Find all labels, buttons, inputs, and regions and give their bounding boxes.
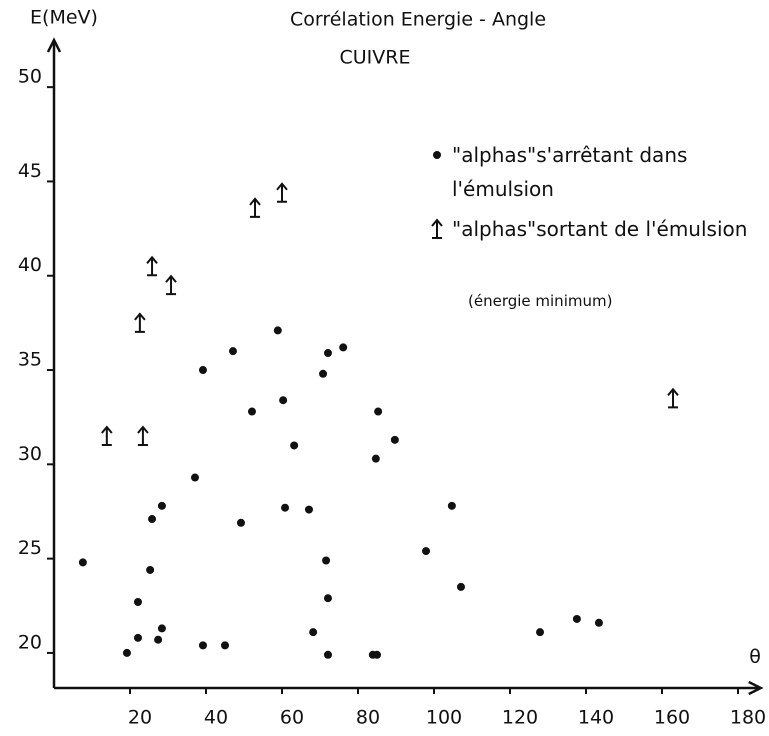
x-tick-label: 100: [426, 707, 462, 729]
point: [157, 624, 166, 633]
x-tick-label: 140: [578, 707, 614, 729]
legend-symbol: [431, 218, 443, 239]
chart-title: Corrélation Energie - Angle: [290, 9, 546, 31]
point: [133, 633, 142, 642]
point: [78, 558, 87, 567]
point: [319, 369, 328, 378]
point: [536, 628, 545, 637]
point: [371, 454, 380, 463]
x-tick-label: 60: [280, 707, 304, 729]
point: [304, 505, 313, 514]
legend-entry: "alphas"sortant de l'émulsion: [452, 217, 748, 241]
point: [154, 635, 163, 644]
legend-note: (énergie minimum): [468, 292, 613, 310]
point: [323, 650, 332, 659]
y-tick-label: 25: [18, 537, 42, 559]
arrow-point: [276, 182, 288, 203]
point: [198, 366, 207, 375]
point: [221, 641, 229, 650]
x-tick-label: 120: [502, 707, 538, 729]
point: [148, 515, 157, 524]
point: [146, 565, 155, 574]
point: [323, 349, 332, 358]
point: [273, 326, 282, 335]
arrow-point: [137, 425, 149, 447]
arrow-point: [667, 387, 679, 409]
point: [594, 618, 603, 627]
arrow-point: [165, 274, 177, 296]
point: [572, 614, 581, 623]
point: [373, 650, 381, 659]
point: [447, 501, 456, 510]
point: [323, 594, 332, 603]
point: [190, 473, 199, 482]
point: [422, 547, 431, 556]
point: [281, 503, 290, 512]
point: [456, 582, 465, 591]
legend-symbol: [433, 151, 441, 159]
y-tick-label: 40: [18, 254, 42, 276]
point: [390, 435, 399, 444]
y-axis-arrow: [46, 37, 62, 53]
point: [133, 598, 142, 607]
point: [339, 343, 348, 352]
x-tick-label: 180: [730, 707, 766, 729]
y-tick-label: 45: [18, 160, 42, 182]
x-axis-label: θ: [749, 646, 761, 668]
chart-subtitle: CUIVRE: [340, 47, 411, 69]
point: [322, 556, 331, 565]
legend-entry: "alphas"s'arrêtant dans l'émulsion: [452, 143, 688, 201]
y-tick-label: 35: [18, 349, 42, 371]
y-tick-label: 50: [18, 66, 42, 88]
y-tick-label: 30: [18, 443, 42, 465]
y-axis-label: E(MeV): [30, 7, 98, 29]
arrow-point: [249, 197, 261, 218]
point: [157, 501, 166, 510]
arrow-point: [101, 425, 113, 447]
point: [228, 347, 237, 356]
point: [309, 628, 318, 637]
arrow-point: [146, 255, 158, 277]
point: [290, 441, 299, 450]
x-tick-label: 20: [128, 707, 152, 729]
x-axis-arrow: [748, 680, 764, 696]
x-tick-label: 40: [204, 707, 228, 729]
point: [198, 641, 207, 650]
point: [122, 648, 131, 657]
point: [236, 518, 245, 527]
y-tick-label: 20: [18, 631, 42, 653]
point: [374, 407, 383, 416]
x-tick-label: 80: [356, 707, 380, 729]
arrow-point: [134, 312, 146, 333]
point: [247, 407, 256, 416]
x-tick-label: 160: [654, 707, 690, 729]
point: [279, 396, 288, 405]
